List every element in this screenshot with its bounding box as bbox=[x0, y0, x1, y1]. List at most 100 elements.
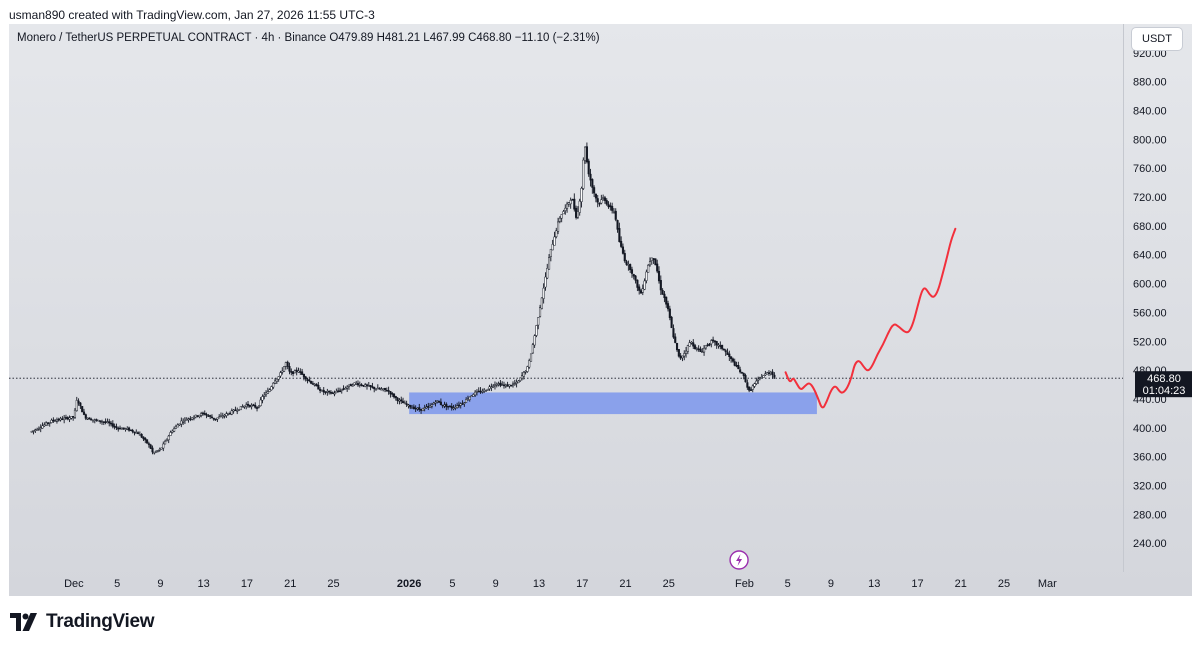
tradingview-logo[interactable]: TradingView bbox=[10, 610, 155, 634]
candle-body bbox=[443, 404, 446, 407]
candle-body bbox=[167, 435, 170, 441]
candle-body bbox=[400, 399, 403, 402]
candle-body bbox=[486, 388, 489, 391]
candle-body bbox=[769, 371, 772, 374]
candle-body bbox=[283, 366, 286, 372]
candle-body bbox=[131, 430, 134, 432]
candle-body bbox=[704, 345, 707, 349]
candle-body bbox=[715, 341, 718, 346]
candle-body bbox=[183, 418, 186, 422]
candle-body bbox=[234, 409, 237, 412]
candle-body bbox=[196, 415, 199, 417]
candle-body bbox=[73, 409, 77, 418]
candle-body bbox=[209, 415, 212, 417]
candle-body bbox=[475, 391, 479, 393]
candle-body bbox=[650, 257, 653, 261]
candle-body bbox=[429, 405, 432, 408]
candle-body bbox=[219, 415, 223, 418]
y-tick-label: 360.00 bbox=[1133, 452, 1167, 464]
candle-body bbox=[501, 384, 504, 386]
candle-body bbox=[454, 406, 457, 409]
candle-body bbox=[156, 450, 159, 452]
candle-body bbox=[32, 430, 35, 432]
candle-body bbox=[430, 404, 433, 407]
tradingview-wordmark: TradingView bbox=[46, 611, 155, 632]
candle-body bbox=[191, 417, 194, 420]
candle-body bbox=[515, 381, 518, 384]
candle-body bbox=[274, 380, 277, 384]
candle-body bbox=[587, 160, 590, 175]
candle-body bbox=[560, 214, 563, 219]
candle-body bbox=[128, 427, 131, 431]
candle-body bbox=[488, 386, 491, 390]
candle-body bbox=[757, 378, 760, 381]
candle-body bbox=[365, 384, 369, 386]
candle-body bbox=[401, 401, 405, 404]
candle-body bbox=[304, 376, 307, 380]
candle-body bbox=[654, 258, 657, 266]
candle-body bbox=[703, 347, 706, 353]
candle-body bbox=[207, 415, 210, 417]
candle-body bbox=[537, 317, 540, 326]
candle-body bbox=[387, 390, 390, 392]
currency-button[interactable]: USDT bbox=[1132, 28, 1182, 50]
candle-body bbox=[374, 388, 378, 391]
chart-panel[interactable]: 240.00 280.00 320.00 360.00 400.00 440.00 480.… bbox=[9, 24, 1192, 596]
candle-body bbox=[439, 401, 442, 405]
price-chart[interactable]: 240.00280.00320.00360.00400.00440.00480.… bbox=[9, 24, 1192, 596]
candle-body bbox=[367, 385, 370, 387]
x-tick-label: Dec bbox=[64, 578, 84, 590]
candle-body bbox=[79, 402, 82, 407]
y-tick-label: 400.00 bbox=[1133, 423, 1167, 435]
candle-body bbox=[313, 384, 316, 386]
candle-body bbox=[270, 386, 273, 391]
candle-body bbox=[383, 387, 387, 390]
candle-body bbox=[115, 426, 118, 428]
candle-body bbox=[448, 405, 451, 408]
candle-body bbox=[710, 340, 713, 345]
candle-body bbox=[665, 296, 668, 305]
candle-body bbox=[474, 391, 477, 396]
candle-body bbox=[120, 428, 123, 430]
candle-body bbox=[436, 400, 439, 402]
candle-body bbox=[228, 413, 232, 415]
candle-body bbox=[39, 427, 42, 430]
candle-body bbox=[61, 418, 64, 421]
candle-body bbox=[302, 373, 305, 378]
x-tick-label: Mar bbox=[1038, 578, 1057, 590]
candle-body bbox=[549, 248, 552, 257]
candle-body bbox=[153, 451, 156, 454]
candle-body bbox=[468, 396, 471, 400]
candle-body bbox=[378, 387, 381, 390]
candle-body bbox=[100, 421, 104, 423]
candle-body bbox=[391, 393, 394, 395]
candle-body bbox=[63, 417, 66, 421]
candle-body bbox=[272, 382, 275, 388]
candle-body bbox=[544, 276, 547, 288]
candle-body bbox=[81, 406, 84, 413]
y-tick-label: 600.00 bbox=[1133, 279, 1167, 291]
x-tick-label: 9 bbox=[157, 578, 163, 590]
x-tick-label: 13 bbox=[868, 578, 880, 590]
candle-body bbox=[465, 399, 468, 403]
x-tick-label: 9 bbox=[493, 578, 499, 590]
candle-body bbox=[178, 423, 181, 426]
support-zone[interactable] bbox=[409, 392, 817, 415]
y-tick-label: 240.00 bbox=[1133, 538, 1167, 550]
candle-body bbox=[126, 428, 129, 430]
candle-body bbox=[380, 388, 383, 391]
candle-body bbox=[288, 366, 291, 372]
candle-body bbox=[445, 403, 448, 408]
candle-body bbox=[580, 188, 583, 202]
candle-body bbox=[638, 286, 641, 291]
candle-body bbox=[542, 287, 545, 299]
candle-body bbox=[137, 432, 140, 435]
candle-body bbox=[299, 371, 302, 373]
candle-body bbox=[331, 392, 334, 394]
candle-body bbox=[441, 404, 444, 407]
projection-path[interactable] bbox=[784, 227, 957, 409]
candle-body bbox=[310, 380, 313, 384]
candle-body bbox=[456, 405, 459, 408]
x-tick-label: 5 bbox=[785, 578, 791, 590]
candle-body bbox=[508, 384, 511, 387]
